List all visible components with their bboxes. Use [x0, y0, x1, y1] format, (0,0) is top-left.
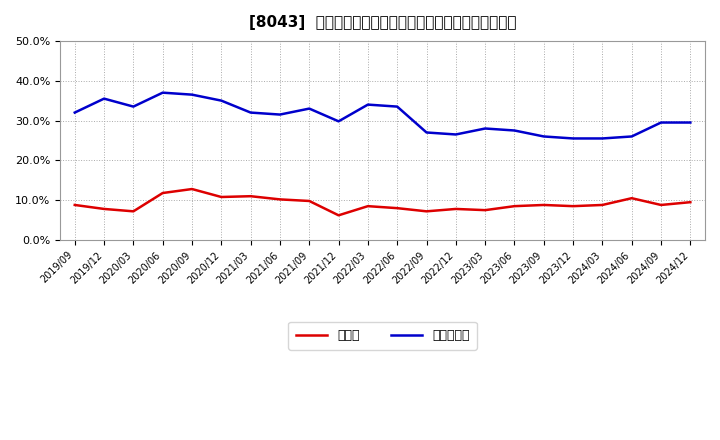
Line: 現領金: 現領金 — [75, 189, 690, 215]
有利子負債 — [627, 134, 636, 139]
現領金 — [393, 205, 402, 211]
現領金 — [598, 202, 607, 208]
現領金 — [569, 204, 577, 209]
有利子負債 — [510, 128, 519, 133]
有利子負債 — [334, 119, 343, 124]
有利子負債 — [276, 112, 284, 117]
有利子負債 — [305, 106, 314, 111]
現領金 — [71, 202, 79, 208]
Title: [8043]  現領金、有利子負債の総資産に対する比率の推移: [8043] 現領金、有利子負債の総資産に対する比率の推移 — [249, 15, 516, 30]
有利子負債 — [246, 110, 255, 115]
現領金 — [686, 199, 695, 205]
現領金 — [276, 197, 284, 202]
Legend: 現領金, 有利子負債: 現領金, 有利子負債 — [288, 322, 477, 350]
有利子負債 — [481, 126, 490, 131]
有利子負債 — [569, 136, 577, 141]
有利子負債 — [393, 104, 402, 109]
有利子負債 — [217, 98, 225, 103]
現領金 — [657, 202, 665, 208]
現領金 — [539, 202, 548, 208]
現領金 — [422, 209, 431, 214]
有利子負債 — [129, 104, 138, 109]
現領金 — [217, 194, 225, 200]
現領金 — [510, 204, 519, 209]
現領金 — [158, 191, 167, 196]
有利子負債 — [364, 102, 372, 107]
現領金 — [451, 206, 460, 212]
有利子負債 — [657, 120, 665, 125]
現領金 — [188, 187, 197, 192]
現領金 — [305, 198, 314, 204]
有利子負債 — [188, 92, 197, 97]
有利子負債 — [451, 132, 460, 137]
現領金 — [364, 204, 372, 209]
現領金 — [246, 194, 255, 199]
有利子負債 — [100, 96, 109, 101]
現領金 — [129, 209, 138, 214]
有利子負債 — [686, 120, 695, 125]
有利子負債 — [598, 136, 607, 141]
有利子負債 — [422, 130, 431, 135]
現領金 — [481, 208, 490, 213]
有利子負債 — [539, 134, 548, 139]
現領金 — [100, 206, 109, 212]
Line: 有利子負債: 有利子負債 — [75, 93, 690, 139]
現領金 — [627, 195, 636, 201]
有利子負債 — [158, 90, 167, 95]
有利子負債 — [71, 110, 79, 115]
現領金 — [334, 213, 343, 218]
